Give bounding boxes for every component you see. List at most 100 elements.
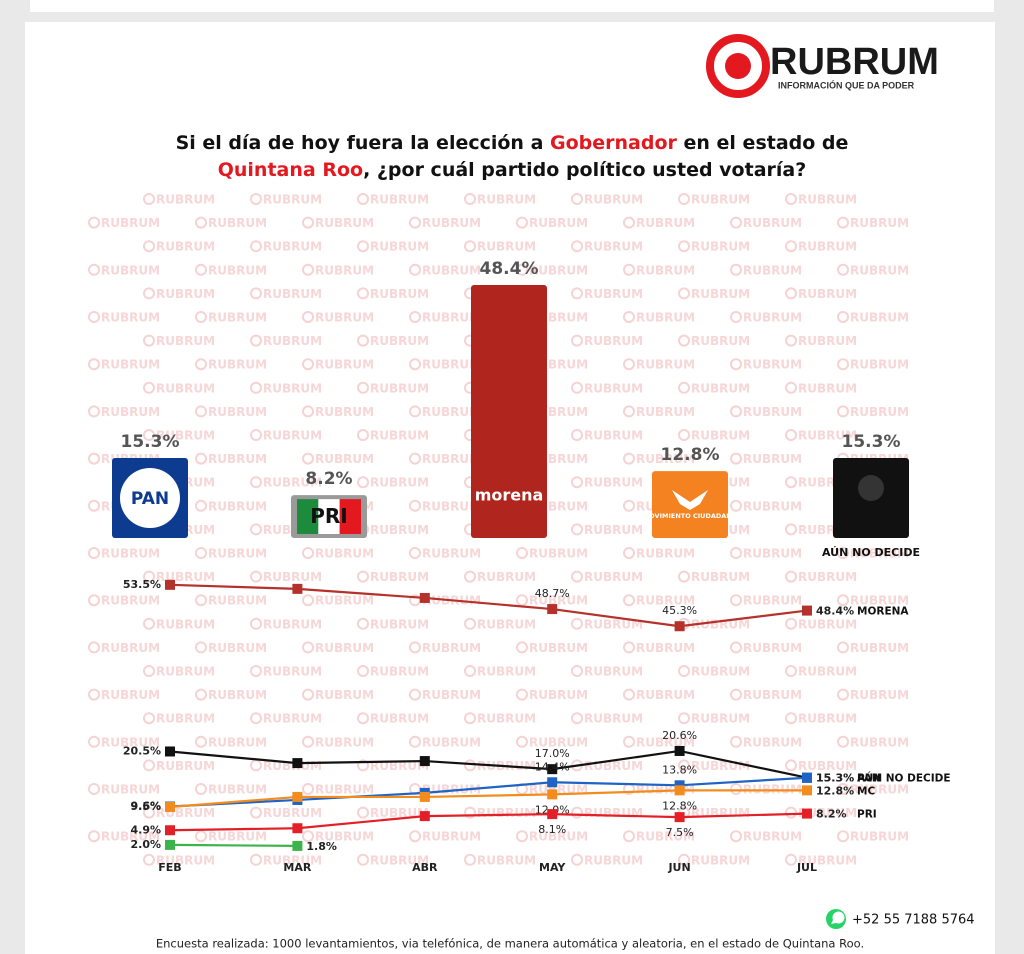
watermark-icon xyxy=(571,806,583,819)
watermark-icon xyxy=(571,334,583,347)
watermark-text: RUBRUM xyxy=(636,641,695,655)
watermark-text: RUBRUM xyxy=(636,216,695,230)
watermark-text: RUBRUM xyxy=(477,570,536,584)
watermark-text: RUBRUM xyxy=(208,735,267,749)
watermark-icon xyxy=(730,594,742,607)
watermark-text: RUBRUM xyxy=(691,193,750,207)
watermark-icon xyxy=(785,334,797,347)
watermark-icon xyxy=(837,735,849,748)
watermark-icon xyxy=(88,358,100,371)
watermark-icon xyxy=(730,547,742,559)
watermark-text: RUBRUM xyxy=(101,263,160,277)
watermark-icon xyxy=(250,523,262,536)
watermark-icon xyxy=(464,806,476,819)
watermark-text: RUBRUM xyxy=(636,452,695,466)
marker xyxy=(547,777,558,788)
series-name: PAN xyxy=(857,773,881,785)
marker xyxy=(802,785,812,796)
watermark-icon xyxy=(302,358,314,371)
data-label: 48.4% xyxy=(816,605,854,618)
watermark-text: RUBRUM xyxy=(156,334,215,348)
watermark-icon xyxy=(837,688,849,701)
watermark-text: RUBRUM xyxy=(315,263,374,277)
watermark-text: RUBRUM xyxy=(477,853,536,867)
watermark-icon xyxy=(730,405,742,418)
watermark-text: RUBRUM xyxy=(529,830,588,844)
watermark-icon xyxy=(730,735,742,748)
bar-value-label: 15.3% xyxy=(842,432,901,452)
watermark-icon xyxy=(837,547,849,559)
watermark-text: RUBRUM xyxy=(743,688,802,702)
watermark-text: RUBRUM xyxy=(477,665,536,679)
data-label: 8.1% xyxy=(538,823,566,836)
marker xyxy=(419,791,430,802)
watermark-icon xyxy=(464,240,476,253)
x-tick-label: FEB xyxy=(158,861,181,874)
watermark-icon xyxy=(88,688,100,701)
watermark-text: RUBRUM xyxy=(208,405,267,419)
x-tick-label: MAR xyxy=(283,861,311,874)
watermark-icon xyxy=(785,523,797,536)
watermark-icon xyxy=(837,641,849,654)
watermark-icon xyxy=(143,617,155,630)
watermark-text: RUBRUM xyxy=(691,287,750,301)
watermark-icon xyxy=(143,334,155,347)
watermark-icon xyxy=(623,499,635,512)
watermark-icon xyxy=(730,641,742,654)
marker xyxy=(802,772,812,783)
watermark-icon xyxy=(464,570,476,583)
watermark-icon xyxy=(571,193,583,205)
series-line xyxy=(169,776,808,808)
watermark-text: RUBRUM xyxy=(156,806,215,820)
watermark-icon xyxy=(678,287,690,300)
watermark-text: RUBRUM xyxy=(691,712,750,726)
watermark-icon xyxy=(623,405,635,418)
watermark-icon xyxy=(302,311,314,323)
watermark-icon xyxy=(785,193,797,205)
watermark-text: RUBRUM xyxy=(315,641,374,655)
watermark-text: RUBRUM xyxy=(691,617,750,631)
watermark-text: RUBRUM xyxy=(691,806,750,820)
watermark-text: RUBRUM xyxy=(529,641,588,655)
watermark-text: RUBRUM xyxy=(370,240,429,254)
title-highlight: Gobernador xyxy=(550,132,678,154)
watermark-text: RUBRUM xyxy=(156,240,215,254)
watermark-icon xyxy=(357,429,369,441)
bar-value-label: 15.3% xyxy=(121,432,180,452)
watermark-icon xyxy=(143,665,155,677)
watermark-icon xyxy=(195,405,207,418)
watermark-text: RUBRUM xyxy=(422,499,481,513)
category-label: PRI xyxy=(310,504,348,528)
watermark-icon xyxy=(837,783,849,795)
marker xyxy=(547,604,558,615)
bar-chart: 15.3% PAN 8.2% PRI 48.4% morena 12.8% MOVIMIENT… xyxy=(112,259,920,559)
series-name: MORENA xyxy=(857,606,909,618)
watermark-icon xyxy=(88,783,100,795)
watermark-icon xyxy=(516,263,528,276)
marker xyxy=(674,780,685,791)
marker xyxy=(292,758,303,769)
watermark-text: RUBRUM xyxy=(477,240,536,254)
watermark-icon xyxy=(195,547,207,559)
bar-value-label: 12.8% xyxy=(661,445,720,465)
watermark-text: RUBRUM xyxy=(422,688,481,702)
watermark-layer: RUBRUM RUBRUM RUBRUM RUBRUM RUBRUM RUBRUM RUBR… xyxy=(88,193,909,867)
category-label: AÚN NO DECIDE xyxy=(822,546,920,559)
series-name: AÚN NO DECIDE xyxy=(857,772,951,785)
watermark-text: RUBRUM xyxy=(743,452,802,466)
logo-ring xyxy=(706,34,770,98)
watermark-text: RUBRUM xyxy=(315,688,374,702)
watermark-icon xyxy=(623,311,635,323)
watermark-icon xyxy=(195,499,207,512)
brand-logo: RUBRUM INFORMACIÓN QUE DA PODER xyxy=(706,34,939,98)
watermark-text: RUBRUM xyxy=(850,311,909,325)
watermark-icon xyxy=(730,783,742,795)
watermark-icon xyxy=(302,594,314,607)
bar xyxy=(471,285,547,538)
watermark-icon xyxy=(730,216,742,229)
watermark-text: RUBRUM xyxy=(315,783,374,797)
watermark-text: RUBRUM xyxy=(584,429,643,443)
data-label: 48.7% xyxy=(535,587,570,600)
